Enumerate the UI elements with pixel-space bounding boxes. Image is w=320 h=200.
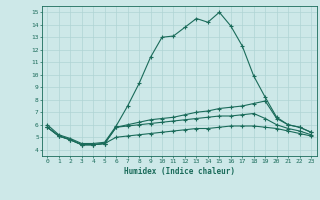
X-axis label: Humidex (Indice chaleur): Humidex (Indice chaleur) <box>124 167 235 176</box>
